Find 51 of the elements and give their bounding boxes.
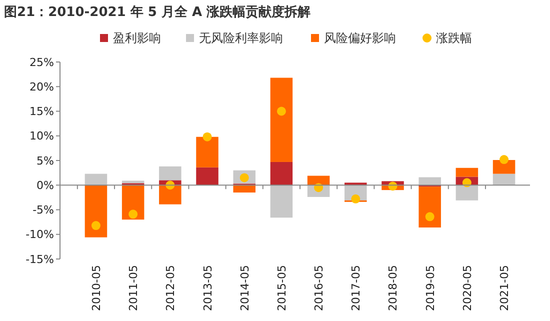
bar: [456, 168, 478, 177]
bar: [196, 167, 218, 186]
bar: [159, 185, 182, 204]
bar: [492, 174, 516, 186]
y-tick-label: -15%: [26, 252, 54, 266]
y-tick-label: 10%: [30, 130, 54, 143]
y-tick-label: 20%: [30, 80, 54, 94]
point: [202, 132, 212, 142]
x-tick-label: 2019-05: [424, 265, 437, 311]
bar: [270, 185, 293, 218]
x-tick-label: 2017-05: [350, 265, 363, 311]
x-tick-label: 2012-05: [164, 265, 178, 311]
legend-label: 无风险利率影响: [199, 31, 283, 45]
bar: [270, 162, 293, 186]
bar: [233, 185, 256, 193]
bar: [418, 177, 441, 186]
legend-label: 涨跌幅: [436, 31, 472, 45]
x-tick-label: 2010-05: [90, 265, 103, 311]
y-tick-label: 0%: [36, 178, 54, 192]
bar: [84, 185, 108, 238]
y-tick-label: 15%: [30, 105, 54, 118]
x-tick-label: 2011-05: [127, 265, 140, 311]
bar: [270, 78, 293, 162]
x-tick-label: 2020-05: [460, 265, 474, 311]
y-tick-label: 25%: [30, 56, 54, 69]
x-tick-label: 2013-05: [201, 265, 214, 311]
bar: [84, 174, 108, 186]
bar: [492, 160, 516, 174]
point: [91, 221, 100, 230]
point: [276, 106, 286, 116]
bar: [418, 186, 441, 228]
point: [128, 210, 138, 219]
y-tick-label: 5%: [36, 154, 54, 168]
point: [425, 212, 434, 222]
y-tick-label: -10%: [26, 228, 54, 242]
y-tick-label: -5%: [32, 204, 54, 217]
bar: [122, 180, 144, 184]
x-tick-label: 2016-05: [312, 265, 326, 311]
x-tick-label: 2021-05: [498, 265, 512, 311]
x-tick-label: 2014-05: [238, 265, 252, 311]
chart-title: 图21：2010-2021 年 5 月全 A 涨跌幅贡献度拆解: [4, 4, 311, 20]
legend-label: 风险偏好影响: [324, 31, 396, 45]
point: [351, 194, 360, 204]
bar: [456, 185, 478, 200]
bar: [122, 185, 144, 220]
x-tick-label: 2018-05: [386, 265, 400, 311]
bar: [159, 166, 182, 180]
point: [500, 155, 509, 164]
bar: [196, 136, 218, 168]
legend-label: 盈利影响: [113, 31, 161, 45]
x-tick-label: 2015-05: [275, 265, 288, 311]
